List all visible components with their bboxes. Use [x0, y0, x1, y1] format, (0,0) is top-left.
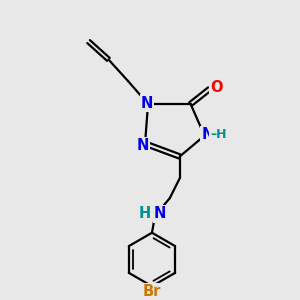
Text: H: H — [139, 206, 151, 221]
Text: N: N — [201, 127, 214, 142]
Text: O: O — [210, 80, 223, 95]
Text: N: N — [137, 138, 149, 153]
Text: –H: –H — [210, 128, 226, 141]
Text: N: N — [141, 95, 153, 110]
Text: N: N — [154, 206, 166, 221]
Text: Br: Br — [143, 284, 161, 299]
